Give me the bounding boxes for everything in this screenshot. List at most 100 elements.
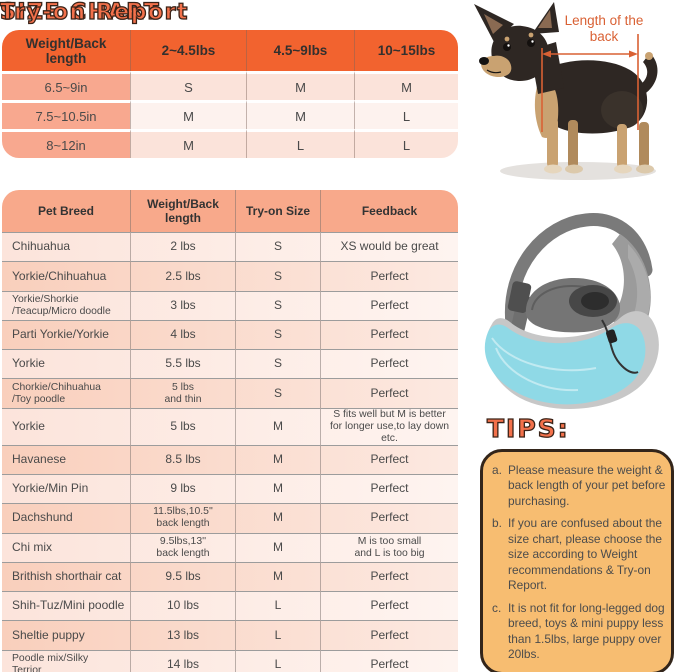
feedback-cell: Perfect (320, 473, 458, 504)
tip-marker: a. (492, 463, 502, 477)
size-cell: S (235, 232, 320, 262)
feedback-cell: Perfect (320, 261, 458, 291)
breed-cell: Brithish shorthair cat (2, 561, 130, 591)
back-length-annotation (541, 34, 639, 132)
weight-cell: 11.5lbs,10.5'' back length (130, 503, 235, 533)
weight-cell: 2.5 lbs (130, 261, 235, 291)
tip-marker: c. (492, 600, 502, 615)
size-cell: M (235, 503, 320, 533)
tryon-row: Yorkie 5.5 lbs S Perfect (2, 349, 458, 379)
weight-cell: 5 lbs and thin (130, 378, 235, 408)
weight-cell: 2 lbs (130, 232, 235, 262)
back-length-cell: 8~12in (2, 129, 130, 158)
feedback-cell: Perfect (320, 319, 458, 350)
size-cell: S (235, 319, 320, 350)
tryon-header-cell: Pet Breed (2, 190, 130, 232)
tryon-header-cell: Try-on Size (235, 190, 320, 232)
size-cell: M (246, 71, 354, 100)
feedback-cell: Perfect (320, 378, 458, 408)
feedback-cell: Perfect (320, 649, 458, 672)
tip-item: a. Please measure the weight & back leng… (492, 463, 667, 509)
weight-cell: 8.5 lbs (130, 444, 235, 474)
tryon-report-table: Pet Breed Weight/Back length Try-on Size… (2, 190, 458, 672)
size-chart-header-cell: 10~15lbs (354, 30, 458, 71)
feedback-cell: Perfect (320, 349, 458, 379)
tryon-row: Chihuahua 2 lbs S XS would be great (2, 232, 458, 262)
tryon-report-title: Try-on Report (0, 0, 189, 26)
tryon-row: Yorkie 5 lbs M S fits well but M is bett… (2, 407, 458, 445)
size-cell: L (235, 620, 320, 650)
tryon-row: Sheltie puppy 13 lbs L Perfect (2, 620, 458, 650)
tryon-row: Shih-Tuz/Mini poodle 10 lbs L Perfect (2, 591, 458, 621)
feedback-cell: XS would be great (320, 232, 458, 262)
size-cell: L (354, 129, 458, 158)
size-cell: L (235, 649, 320, 672)
breed-cell: Poodle mix/Silky Terrior (2, 649, 130, 672)
pet-sling-carrier-photo (484, 213, 659, 410)
size-cell: M (130, 100, 246, 129)
weight-cell: 9 lbs (130, 473, 235, 504)
feedback-cell: Perfect (320, 620, 458, 650)
size-chart-row: 8~12in M L L (2, 129, 458, 158)
size-chart-title: SIZE CHART (0, 0, 161, 26)
size-cell: M (354, 71, 458, 100)
feedback-cell: Perfect (320, 561, 458, 592)
breed-cell: Yorkie/Min Pin (2, 473, 130, 503)
tryon-row: Dachshund 11.5lbs,10.5'' back length M P… (2, 503, 458, 533)
breed-cell: Shih-Tuz/Mini poodle (2, 591, 130, 620)
tips-title: TIPS: (486, 413, 570, 443)
tip-marker: b. (492, 516, 502, 531)
weight-cell: 9.5 lbs (130, 561, 235, 592)
tryon-row: Yorkie/Chihuahua 2.5 lbs S Perfect (2, 261, 458, 291)
size-cell: M (235, 473, 320, 504)
weight-cell: 9.5lbs,13'' back length (130, 532, 235, 562)
breed-cell: Yorkie/Shorkie /Teacup/Micro doodle (2, 290, 130, 320)
back-length-cell: 6.5~9in (2, 71, 130, 100)
weight-cell: 10 lbs (130, 591, 235, 621)
breed-cell: Parti Yorkie/Yorkie (2, 319, 130, 349)
size-cell: S (235, 290, 320, 320)
tryon-row: Chorkie/Chihuahua /Toy poodle 5 lbs and … (2, 378, 458, 408)
size-cell: S (235, 378, 320, 408)
feedback-cell: Perfect (320, 503, 458, 533)
size-cell: M (235, 407, 320, 445)
weight-cell: 13 lbs (130, 620, 235, 650)
weight-cell: 5.5 lbs (130, 349, 235, 379)
tryon-row: Poodle mix/Silky Terrior 14 lbs L Perfec… (2, 649, 458, 672)
size-cell: S (130, 71, 246, 100)
size-chart-header-cell: 4.5~9lbs (246, 30, 354, 71)
breed-cell: Chihuahua (2, 232, 130, 261)
weight-cell: 5 lbs (130, 407, 235, 445)
tryon-header-row: Pet Breed Weight/Back length Try-on Size… (2, 190, 458, 232)
feedback-cell: S fits well but M is better for longer u… (320, 407, 458, 445)
tip-text: If you are confused about the size chart… (508, 516, 663, 593)
tip-item: c. It is not fit for long-legged dog bre… (492, 601, 667, 663)
breed-cell: Yorkie (2, 407, 130, 445)
size-cell: S (235, 349, 320, 379)
tryon-row: Yorkie/Shorkie /Teacup/Micro doodle 3 lb… (2, 290, 458, 320)
back-length-cell: 7.5~10.5in (2, 100, 130, 129)
size-chart-header-row: Weight/Back length 2~4.5lbs 4.5~9lbs 10~… (2, 30, 458, 71)
size-chart-row: 6.5~9in S M M (2, 71, 458, 100)
size-cell: M (130, 129, 246, 158)
back-length-label: Length of the back (564, 13, 644, 44)
tryon-row: Parti Yorkie/Yorkie 4 lbs S Perfect (2, 319, 458, 350)
tip-item: b. If you are confused about the size ch… (492, 516, 667, 593)
feedback-cell: Perfect (320, 290, 458, 320)
size-chart-table: Weight/Back length 2~4.5lbs 4.5~9lbs 10~… (2, 30, 458, 158)
size-cell: M (246, 100, 354, 129)
size-chart-row: 7.5~10.5in M M L (2, 100, 458, 129)
breed-cell: Sheltie puppy (2, 620, 130, 649)
tip-text: It is not fit for long-legged dog breed,… (508, 600, 665, 662)
tryon-row: Chi mix 9.5lbs,13'' back length M M is t… (2, 532, 458, 562)
tryon-row: Havanese 8.5 lbs M Perfect (2, 444, 458, 474)
tryon-header-cell: Weight/Back length (130, 190, 235, 232)
size-cell: L (235, 591, 320, 621)
breed-cell: Yorkie (2, 349, 130, 378)
feedback-cell: M is too small and L is too big (320, 532, 458, 562)
breed-cell: Chorkie/Chihuahua /Toy poodle (2, 378, 130, 407)
feedback-cell: Perfect (320, 591, 458, 621)
weight-cell: 3 lbs (130, 290, 235, 320)
breed-cell: Dachshund (2, 503, 130, 532)
